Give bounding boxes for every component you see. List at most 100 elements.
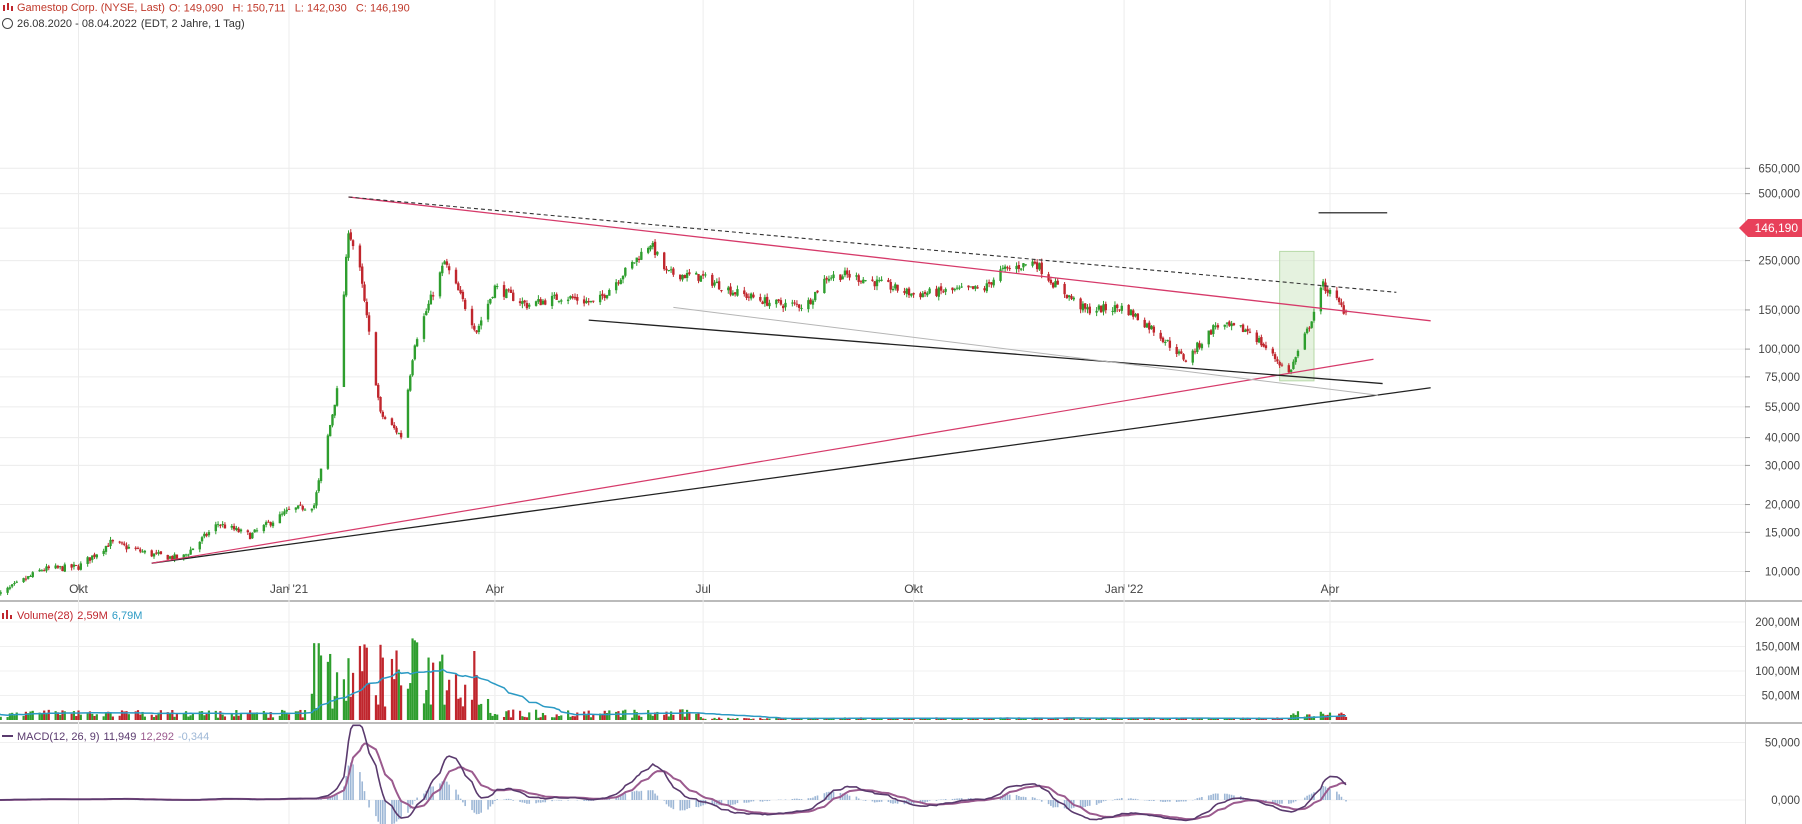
volume-bar — [1310, 716, 1313, 720]
macd-histogram-bar — [649, 790, 652, 800]
range-header: 26.08.2020 - 08.04.2022 (EDT, 2 Jahre, 1 … — [2, 17, 245, 30]
volume-bar — [1036, 718, 1039, 720]
candle-body — [486, 303, 490, 320]
candle-body — [278, 514, 282, 524]
macd-histogram-bar — [926, 800, 929, 802]
candle-body — [312, 505, 316, 509]
macd-histogram-bar — [823, 793, 826, 800]
volume-bar — [432, 662, 435, 720]
volume-bar — [1159, 719, 1162, 720]
volume-bar — [509, 717, 513, 720]
volume-bar — [685, 709, 689, 720]
macd-histogram-bar — [462, 800, 464, 803]
candle-body — [328, 425, 332, 437]
candle-body — [880, 279, 883, 281]
candle-body — [155, 552, 158, 554]
macd-histogram-bar — [1306, 795, 1308, 800]
macd-header: MACD(12, 26, 9) 11,949 12,292 -0,344 — [2, 731, 209, 743]
volume-bar — [326, 661, 329, 720]
macd-histogram-bar — [1178, 800, 1180, 802]
macd-histogram-bar — [1015, 794, 1018, 800]
pink-support-trendline — [151, 358, 1374, 564]
macd-histogram-bar — [414, 800, 416, 801]
volume-bar — [576, 712, 579, 720]
macd-histogram-bar — [617, 796, 620, 800]
volume-bar — [1022, 718, 1025, 720]
macd-tick-label: 50,000 — [1765, 738, 1800, 750]
candle-body — [457, 283, 460, 291]
candle-body — [768, 302, 771, 307]
volume-bar — [729, 718, 732, 720]
macd-histogram-bar — [656, 795, 659, 800]
volume-bar — [551, 717, 554, 720]
volume-bar — [400, 685, 403, 720]
candle-body — [985, 283, 989, 292]
macd-histogram-bar — [681, 800, 684, 811]
candle-body — [1207, 330, 1210, 345]
candle-body — [150, 550, 153, 557]
signal-value: 12,292 — [140, 731, 175, 743]
candle-body — [912, 292, 915, 295]
macd-histogram-bar — [748, 800, 750, 803]
volume-bar — [1079, 718, 1082, 720]
volume-bar — [1326, 714, 1329, 720]
candle-body — [429, 294, 433, 305]
macd-histogram-bar — [1340, 796, 1343, 800]
candle-body — [688, 272, 691, 275]
volume-bar — [1097, 718, 1101, 720]
volume-bar — [496, 714, 499, 720]
macd-histogram-bar — [526, 800, 528, 804]
volume-bar — [374, 695, 378, 720]
volume-bar — [1319, 711, 1322, 720]
candle-body — [571, 296, 574, 298]
volume-bar — [329, 653, 332, 720]
macd-histogram-bar — [651, 790, 654, 800]
candle-body — [582, 299, 586, 304]
candle-body — [395, 427, 398, 433]
volume-bar — [624, 709, 627, 720]
volume-bar — [72, 711, 76, 720]
candle-body — [795, 303, 799, 305]
volume-bar — [278, 715, 281, 720]
candle-body — [216, 524, 220, 526]
candle-body — [374, 332, 378, 386]
volume-bar — [1145, 718, 1149, 720]
candle-body — [969, 286, 972, 288]
candle-body — [411, 360, 414, 376]
macd-histogram-bar — [1148, 800, 1151, 801]
volume-bar — [919, 718, 922, 720]
volume-bar — [118, 715, 121, 720]
macd-histogram-bar — [700, 800, 702, 807]
candle-body — [798, 304, 801, 308]
candle-body — [493, 285, 497, 298]
volume-bar — [1290, 714, 1293, 720]
candle-body — [31, 572, 34, 577]
candle-body — [528, 304, 531, 307]
candle-body — [1065, 294, 1069, 299]
volume-bar — [294, 711, 297, 720]
volume-bar — [502, 716, 506, 720]
candle-body — [566, 299, 570, 302]
volume-tick-label: 200,00M — [1755, 617, 1800, 629]
macd-histogram-bar — [615, 796, 617, 800]
volume-bar — [942, 718, 945, 720]
candle-body — [1196, 342, 1199, 353]
candle-body — [1031, 261, 1034, 266]
volume-bar — [239, 713, 243, 720]
candle-body — [141, 551, 144, 553]
candle-body — [1081, 303, 1085, 311]
candle-body — [1134, 313, 1137, 317]
macd-histogram-bar — [539, 800, 542, 803]
volume-bar — [448, 679, 451, 720]
volume-bar — [907, 718, 911, 720]
volume-bar — [1136, 718, 1139, 720]
candle-body — [960, 286, 963, 288]
macd-histogram-bar — [841, 793, 844, 800]
macd-histogram-bar — [537, 800, 540, 803]
candle-body — [91, 555, 94, 560]
candle-body — [269, 522, 272, 526]
candle-body — [95, 554, 99, 558]
macd-histogram-bar — [1326, 787, 1329, 800]
candle-body — [409, 375, 412, 391]
macd-histogram-bar — [846, 794, 849, 800]
